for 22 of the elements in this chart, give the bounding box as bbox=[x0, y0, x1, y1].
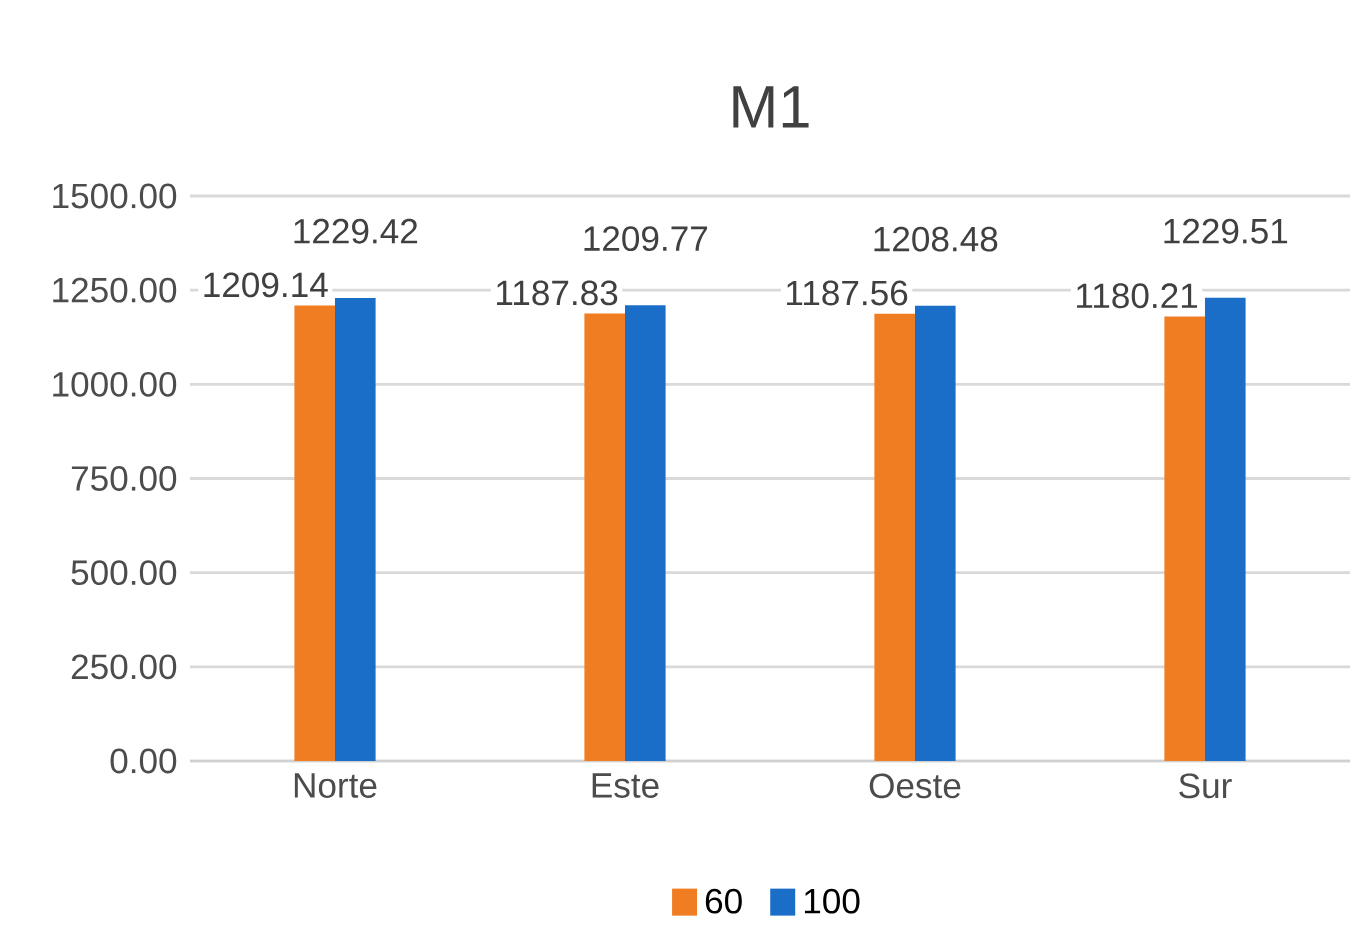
chart-title: M1 bbox=[733, 86, 809, 128]
legend-label: 100 bbox=[804, 888, 860, 914]
x-tick-label: Este bbox=[592, 773, 659, 798]
data-label: 1209.14 bbox=[204, 272, 328, 298]
data-label: 1209.77 bbox=[584, 226, 708, 252]
x-tick-label: Oeste bbox=[869, 773, 961, 799]
x-tick-label: Sur bbox=[1179, 773, 1232, 799]
x-tick-label: Norte bbox=[294, 773, 377, 798]
y-tick-label: 1000.00 bbox=[53, 371, 177, 397]
y-tick-label: 0.00 bbox=[110, 748, 177, 774]
data-label: 1187.56 bbox=[787, 280, 908, 306]
data-label: 1229.42 bbox=[294, 218, 418, 244]
y-tick-label: 1500.00 bbox=[53, 183, 177, 209]
data-label: 1208.48 bbox=[874, 226, 998, 252]
data-label: 1180.21 bbox=[1077, 283, 1198, 309]
legend-label: 60 bbox=[705, 888, 742, 914]
data-label: 1187.83 bbox=[497, 280, 618, 306]
data-label: 1229.51 bbox=[1164, 218, 1288, 244]
y-tick-label: 250.00 bbox=[71, 654, 177, 680]
y-tick-label: 1250.00 bbox=[53, 277, 177, 303]
y-tick-label: 500.00 bbox=[71, 560, 177, 586]
y-tick-label: 750.00 bbox=[71, 466, 177, 491]
